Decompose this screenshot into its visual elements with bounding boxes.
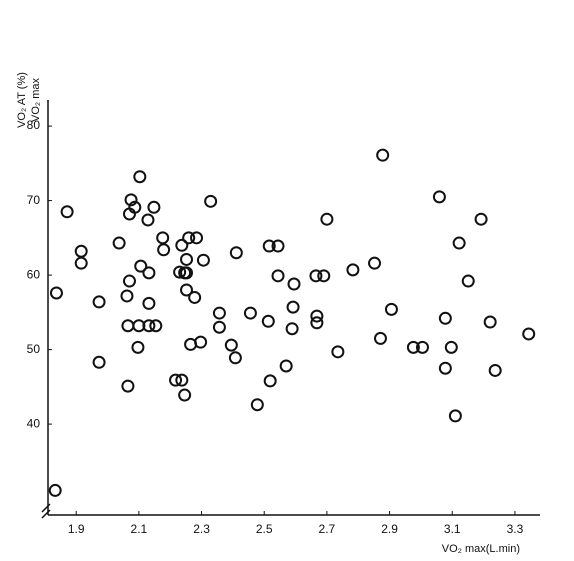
point [438, 311, 452, 325]
point [271, 269, 285, 283]
point [142, 296, 156, 310]
point [180, 283, 194, 297]
x-tick-label: 2.3 [193, 522, 210, 536]
axis-break [41, 509, 51, 519]
point [406, 340, 420, 354]
point [122, 274, 136, 288]
y-label: VO₂ max [30, 78, 42, 123]
point [131, 340, 145, 354]
point [250, 398, 264, 412]
point [263, 374, 277, 388]
point [415, 340, 429, 354]
point [60, 205, 74, 219]
point [178, 388, 192, 402]
y-label: VO₂ AT (%) [16, 72, 28, 128]
point [188, 290, 202, 304]
point [121, 319, 135, 333]
point [173, 265, 187, 279]
point [474, 212, 488, 226]
y-tick-label: 70 [27, 193, 41, 207]
point [92, 355, 106, 369]
point [180, 266, 194, 280]
point [262, 239, 276, 253]
point [373, 331, 387, 345]
point [461, 274, 475, 288]
point [320, 212, 334, 226]
point [169, 373, 183, 387]
point [74, 244, 88, 258]
point [243, 306, 257, 320]
x-tick-label: 3.1 [444, 522, 461, 536]
x-label: VO₂ max(L.min) [442, 543, 520, 555]
point [346, 263, 360, 277]
point [228, 351, 242, 365]
point [182, 231, 196, 245]
y-tick-label: 60 [27, 267, 41, 281]
x-tick-label: 2.5 [256, 522, 273, 536]
point [331, 345, 345, 359]
point [128, 200, 142, 214]
point [261, 314, 275, 328]
y-tick-label: 40 [27, 416, 41, 430]
point [175, 238, 189, 252]
point [194, 335, 208, 349]
point [317, 269, 331, 283]
point [134, 259, 148, 273]
point [120, 289, 134, 303]
point [310, 309, 324, 323]
point [488, 363, 502, 377]
point [142, 266, 156, 280]
point [522, 327, 536, 341]
point [309, 269, 323, 283]
point [147, 200, 161, 214]
point [157, 243, 171, 257]
point [384, 302, 398, 316]
point [48, 483, 62, 497]
point [121, 379, 135, 393]
point [286, 300, 300, 314]
point [74, 256, 88, 270]
x-tick-label: 3.3 [507, 522, 524, 536]
point [190, 231, 204, 245]
point [175, 373, 189, 387]
x-tick-label: 2.7 [319, 522, 336, 536]
y-tick-label: 80 [27, 118, 41, 132]
x-tick-label: 1.9 [68, 522, 85, 536]
point [212, 320, 226, 334]
point [212, 306, 226, 320]
point [92, 295, 106, 309]
point [204, 194, 218, 208]
point [271, 239, 285, 253]
y-tick-label: 50 [27, 342, 41, 356]
point [196, 253, 210, 267]
point [432, 190, 446, 204]
point [444, 340, 458, 354]
point [448, 409, 462, 423]
point [141, 213, 155, 227]
point [438, 361, 452, 375]
point [124, 193, 138, 207]
x-tick-label: 2.1 [131, 522, 148, 536]
point [287, 277, 301, 291]
point [229, 246, 243, 260]
point [452, 236, 466, 250]
point [310, 316, 324, 330]
point [368, 256, 382, 270]
point [49, 286, 63, 300]
point [133, 170, 147, 184]
point [142, 319, 156, 333]
point [180, 252, 194, 266]
point [149, 319, 163, 333]
point [285, 322, 299, 336]
axis-break [41, 503, 51, 513]
point [112, 236, 126, 250]
point [156, 231, 170, 245]
x-tick-label: 2.9 [381, 522, 398, 536]
point [279, 359, 293, 373]
point [483, 315, 497, 329]
point [376, 148, 390, 162]
point [224, 338, 238, 352]
